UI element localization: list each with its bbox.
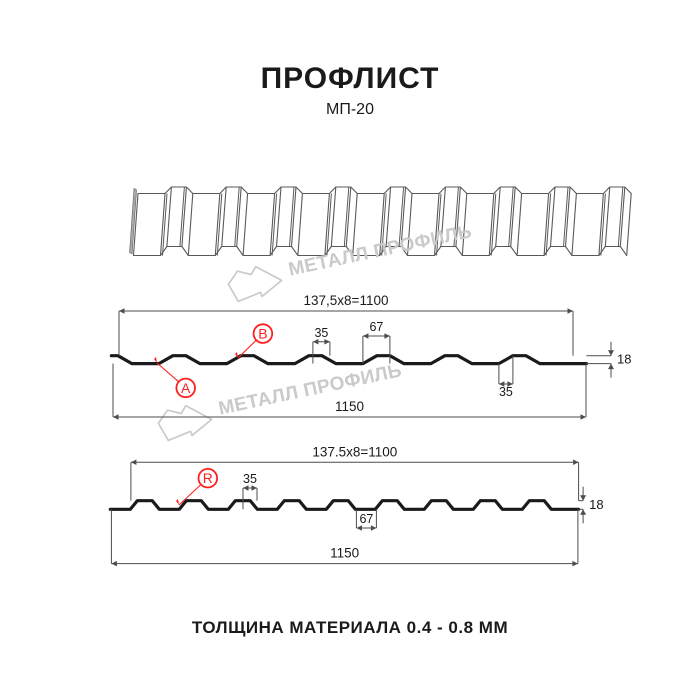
svg-text:67: 67	[359, 512, 373, 526]
svg-text:1150: 1150	[330, 546, 359, 561]
svg-text:18: 18	[589, 497, 603, 512]
svg-text:R: R	[203, 470, 213, 486]
svg-text:137.5x8=1100: 137.5x8=1100	[312, 444, 397, 459]
svg-text:35: 35	[243, 472, 257, 486]
